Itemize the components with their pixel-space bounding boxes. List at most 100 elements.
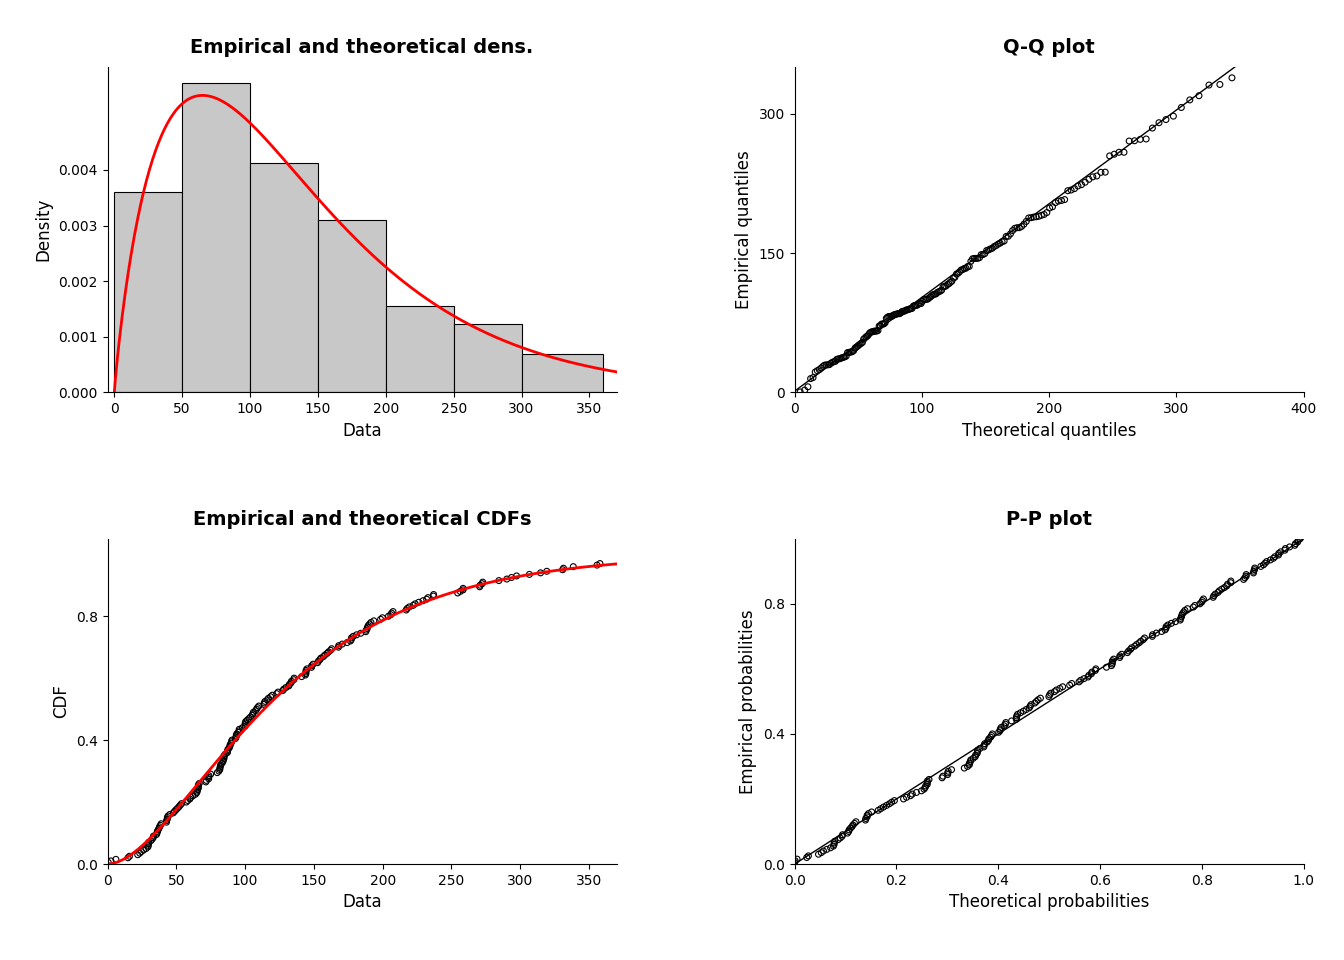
Point — [809, 362, 831, 377]
Point — [905, 298, 926, 313]
Point — [844, 341, 866, 356]
Point — [149, 818, 171, 833]
Point — [829, 351, 851, 367]
Point — [954, 261, 976, 276]
Point — [789, 384, 810, 399]
Y-axis label: CDF: CDF — [52, 684, 70, 718]
Bar — [521, 354, 603, 393]
Point — [1235, 54, 1257, 69]
Point — [296, 662, 317, 678]
Point — [198, 771, 219, 786]
Point — [833, 349, 855, 365]
Point — [1005, 710, 1027, 726]
Point — [1183, 599, 1204, 614]
Point — [965, 748, 986, 763]
Point — [1124, 133, 1145, 149]
Point — [138, 834, 160, 850]
Point — [839, 345, 860, 360]
Point — [937, 765, 958, 780]
Point — [284, 670, 305, 685]
Point — [855, 329, 876, 345]
Point — [958, 756, 980, 771]
Point — [505, 568, 527, 584]
Point — [945, 270, 966, 285]
Point — [1074, 175, 1095, 190]
Point — [933, 279, 954, 295]
Point — [243, 705, 265, 720]
Point — [917, 774, 938, 789]
Point — [415, 591, 437, 607]
Point — [308, 654, 329, 669]
Point — [856, 809, 878, 825]
Point — [977, 732, 999, 748]
Point — [1024, 695, 1046, 710]
Point — [870, 318, 891, 333]
Point — [952, 262, 973, 277]
Point — [382, 604, 403, 619]
Point — [1102, 653, 1124, 668]
Point — [1039, 687, 1060, 703]
Point — [1173, 604, 1195, 619]
Point — [343, 629, 364, 644]
Point — [183, 788, 204, 804]
Point — [973, 739, 995, 755]
Point — [1267, 545, 1289, 561]
Point — [1243, 565, 1265, 581]
Point — [220, 734, 242, 750]
Point — [589, 556, 610, 571]
Point — [200, 766, 222, 781]
Point — [828, 351, 849, 367]
Point — [972, 247, 993, 262]
Point — [157, 810, 179, 826]
Point — [872, 800, 894, 815]
Point — [817, 357, 839, 372]
Point — [1005, 708, 1027, 724]
Point — [210, 757, 231, 773]
Point — [1285, 536, 1306, 551]
Point — [948, 266, 969, 281]
Point — [964, 251, 985, 266]
Point — [98, 854, 120, 870]
Point — [1262, 551, 1284, 566]
Point — [980, 730, 1001, 745]
Point — [973, 737, 995, 753]
Point — [845, 814, 867, 829]
Point — [262, 687, 284, 703]
Point — [1012, 704, 1034, 719]
Point — [101, 853, 122, 869]
Point — [914, 292, 935, 307]
Point — [810, 845, 832, 860]
Point — [896, 302, 918, 318]
Point — [1005, 711, 1027, 727]
Point — [1175, 603, 1196, 618]
Point — [363, 613, 384, 629]
Point — [159, 806, 180, 822]
Point — [184, 786, 206, 802]
Point — [812, 359, 833, 374]
Bar — [183, 83, 250, 393]
Point — [902, 300, 923, 316]
Point — [806, 363, 828, 378]
Point — [301, 659, 323, 674]
Point — [1316, 0, 1337, 5]
Point — [839, 822, 860, 837]
Point — [950, 262, 972, 277]
Point — [915, 779, 937, 794]
Point — [840, 821, 862, 836]
Point — [1243, 564, 1265, 579]
Point — [370, 612, 391, 627]
Point — [157, 811, 179, 827]
Point — [1156, 620, 1177, 636]
Point — [1165, 614, 1187, 630]
Point — [805, 365, 827, 380]
Point — [966, 744, 988, 759]
Point — [1031, 207, 1052, 223]
Point — [1274, 542, 1296, 558]
Point — [1156, 619, 1177, 635]
Point — [1161, 615, 1183, 631]
Point — [1121, 640, 1142, 656]
Point — [1124, 638, 1145, 654]
Point — [1027, 692, 1048, 708]
Point — [824, 835, 845, 851]
Point — [453, 582, 474, 597]
